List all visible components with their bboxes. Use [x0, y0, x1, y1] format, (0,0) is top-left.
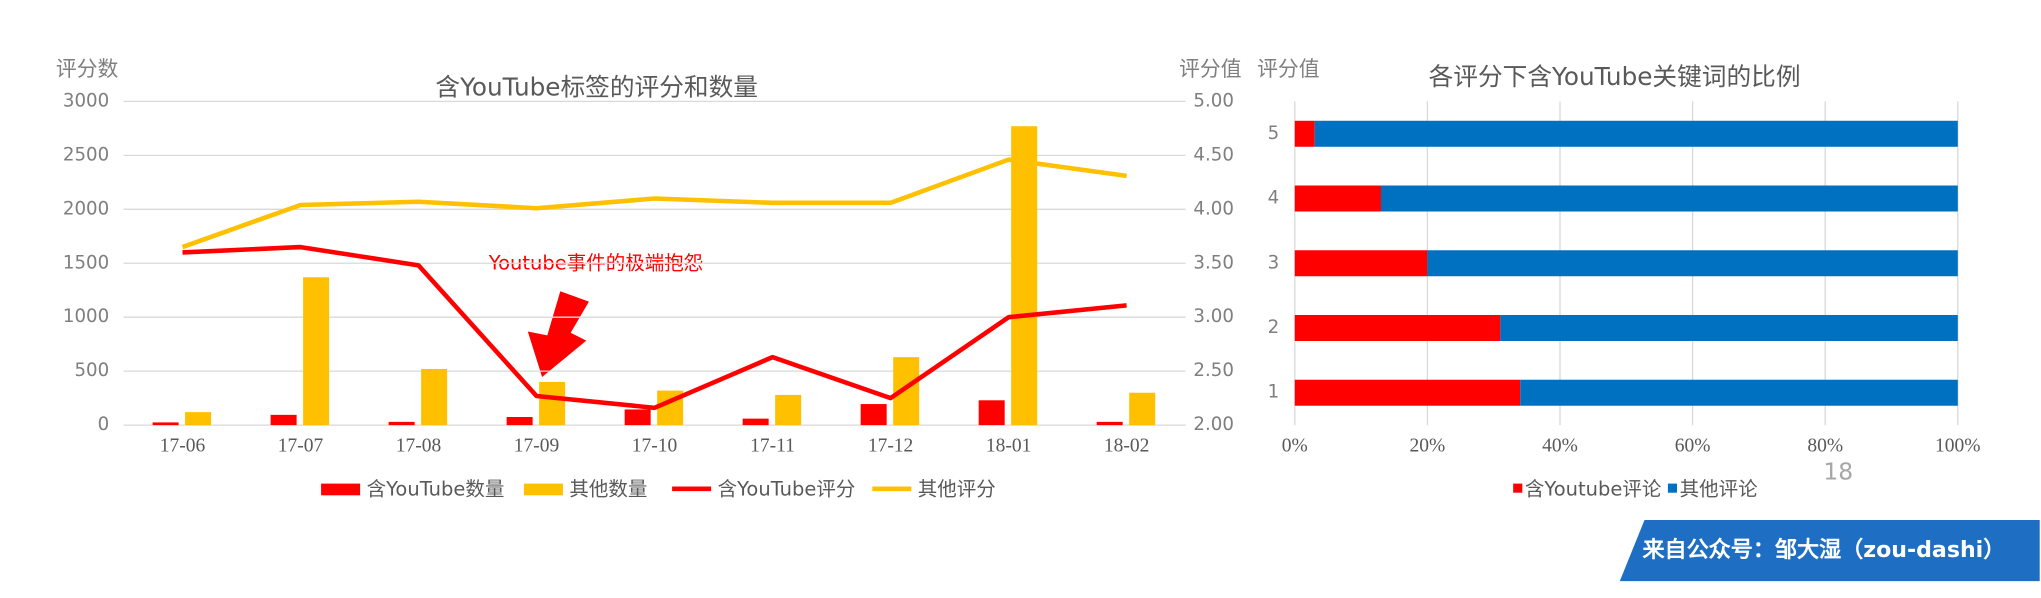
y-tick-label: 1000: [63, 306, 109, 327]
bar: [539, 381, 566, 426]
y-tick-label: 3: [1268, 252, 1280, 273]
line: [181, 157, 1127, 250]
y2-axis-title: 评分值: [1179, 57, 1241, 81]
x-tick-label: 20%: [1410, 436, 1446, 457]
legend-label: 其他评分: [918, 478, 996, 501]
bar: [421, 368, 448, 426]
banner-text: 来自公众号：邹大湿（zou-dashi）: [1642, 537, 2005, 563]
y-tick-label: 3000: [63, 90, 109, 111]
bar: [1011, 126, 1038, 426]
legend-label: 含Youtube评论: [1525, 478, 1662, 501]
annotation-arrow: [527, 291, 589, 377]
bar-segment: [1294, 120, 1315, 147]
y2-tick-label: 3.50: [1193, 252, 1234, 273]
x-tick-label: 80%: [1807, 436, 1843, 457]
legend-swatch: [321, 483, 361, 496]
y2-tick-label: 2.00: [1193, 414, 1234, 435]
y2-tick-label: 3.00: [1193, 306, 1234, 327]
bar: [270, 414, 297, 426]
chart-title: 各评分下含YouTube关键词的比例: [1429, 62, 1801, 91]
x-tick-label: 40%: [1542, 436, 1578, 457]
bar-segment: [1294, 250, 1428, 277]
legend-label: 其他数量: [569, 478, 647, 501]
x-tick-label: 17-12: [868, 436, 914, 457]
legend-swatch: [523, 483, 563, 496]
x-tick-label: 17-08: [396, 436, 442, 457]
x-tick-label: 17-09: [514, 436, 560, 457]
y-tick-label: 5: [1268, 123, 1280, 144]
bar: [388, 421, 415, 426]
bar: [1129, 392, 1156, 426]
bar: [506, 417, 533, 426]
x-tick-label: 17-11: [750, 436, 795, 457]
x-tick-label: 18-02: [1104, 436, 1150, 457]
bar-segment: [1520, 379, 1958, 406]
bar: [303, 277, 330, 426]
bar-segment: [1294, 185, 1381, 212]
bar: [1096, 421, 1123, 426]
y2-tick-label: 5.00: [1193, 90, 1234, 111]
y-tick-label: 2: [1268, 317, 1280, 338]
bar-segment: [1500, 314, 1958, 341]
chart-title: 含YouTube标签的评分和数量: [435, 72, 758, 101]
line: [182, 244, 1127, 411]
y-tick-label: 0: [98, 414, 110, 435]
x-tick-label: 17-06: [160, 436, 206, 457]
bar-segment: [1294, 314, 1501, 341]
bar-segment: [1380, 185, 1958, 212]
bar: [978, 400, 1005, 426]
bar: [775, 394, 802, 426]
y-axis-title: 评分数: [56, 57, 119, 81]
page-number: 18: [1823, 458, 1853, 486]
y2-tick-label: 4.50: [1193, 144, 1234, 165]
legend-swatch: [1667, 483, 1677, 493]
y-tick-label: 4: [1268, 188, 1280, 209]
y-tick-label: 1500: [63, 252, 109, 273]
y2-tick-label: 2.50: [1193, 360, 1234, 381]
bar-segment: [1427, 250, 1958, 277]
x-tick-label: 18-01: [986, 436, 1031, 457]
bar-segment: [1314, 120, 1958, 147]
bar: [742, 418, 769, 426]
bar: [185, 412, 212, 426]
legend-label: 含YouTube评分: [718, 478, 856, 501]
bar: [152, 422, 179, 426]
bar: [624, 409, 651, 426]
bar: [860, 404, 887, 426]
legend-label: 其他评论: [1680, 478, 1759, 501]
y-tick-label: 1: [1268, 382, 1280, 403]
legend-label: 含YouTube数量: [367, 478, 505, 501]
y-tick-label: 500: [74, 360, 109, 381]
x-tick-label: 17-10: [632, 436, 678, 457]
y-axis-title: 评分值: [1257, 57, 1319, 81]
banner-shape: [1619, 520, 2040, 582]
bar-segment: [1294, 379, 1521, 406]
x-tick-label: 100%: [1935, 436, 1981, 457]
y-tick-label: 2500: [63, 144, 109, 165]
legend-swatch: [1513, 483, 1523, 493]
x-tick-label: 17-07: [278, 436, 324, 457]
x-tick-label: 0%: [1282, 436, 1308, 457]
x-tick-label: 60%: [1675, 436, 1711, 457]
y2-tick-label: 4.00: [1193, 198, 1234, 219]
y-tick-label: 2000: [63, 198, 109, 219]
